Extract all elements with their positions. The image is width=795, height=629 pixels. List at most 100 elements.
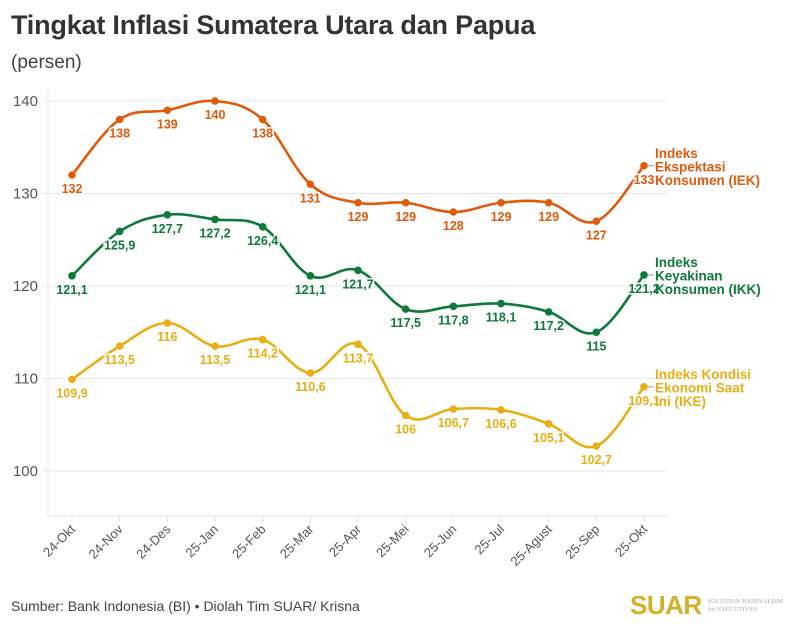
data-point xyxy=(258,223,267,231)
data-point xyxy=(497,406,505,414)
data-label: 126,4 xyxy=(247,234,278,248)
data-point xyxy=(401,411,410,420)
data-point xyxy=(354,198,362,207)
data-point xyxy=(115,227,124,236)
x-tick-label: 25-Feb xyxy=(229,522,269,562)
series-label-indeks-keyakinan-konsumen-ikk: Indeks Keyakinan Konsumen (IKK) xyxy=(655,255,761,297)
y-tick-label: 140 xyxy=(13,93,38,110)
y-tick-label: 120 xyxy=(13,278,38,295)
x-tick-label: 25-Mei xyxy=(373,521,412,560)
data-label: 102,7 xyxy=(581,453,612,467)
x-tick-label: 25-Mar xyxy=(277,521,317,561)
series-points xyxy=(68,97,648,450)
x-tick-label: 25-Apr xyxy=(326,521,365,560)
y-tick-label: 110 xyxy=(14,371,38,388)
data-point xyxy=(163,106,172,115)
data-label: 115 xyxy=(586,339,606,353)
x-tick-label: 25-Jul xyxy=(471,521,507,557)
data-point xyxy=(258,115,267,124)
data-label: 117,8 xyxy=(438,313,469,327)
data-point xyxy=(592,442,601,450)
data-label: 127,2 xyxy=(199,226,230,240)
data-point xyxy=(163,210,172,219)
data-label: 129 xyxy=(348,210,369,224)
y-tick-label: 130 xyxy=(13,186,38,203)
data-point xyxy=(306,369,315,377)
data-label: 121,2 xyxy=(628,282,659,296)
data-label: 106 xyxy=(395,423,416,437)
data-label: 110,6 xyxy=(295,380,326,394)
data-label: 113,5 xyxy=(200,353,231,367)
series-label-line: Ekonomi Saat xyxy=(655,380,745,395)
gridlines xyxy=(42,88,668,517)
data-point xyxy=(497,198,505,207)
data-label: 121,1 xyxy=(295,283,326,297)
data-point xyxy=(68,375,76,384)
data-point xyxy=(163,319,172,327)
data-point xyxy=(640,161,648,170)
data-label: 113,7 xyxy=(343,351,374,365)
x-tick-label: 25-Agust xyxy=(507,521,555,569)
series-label-indeks-ekspektasi-konsumen-iek: Indeks Ekspektasi Konsumen (IEK) xyxy=(655,146,760,188)
data-label: 118,1 xyxy=(486,311,517,325)
data-label: 132 xyxy=(62,182,83,196)
data-point xyxy=(401,305,410,313)
data-label: 125,9 xyxy=(104,238,135,252)
x-tick-label: 25-Sep xyxy=(562,522,602,562)
data-point xyxy=(211,342,219,350)
data-point xyxy=(306,180,315,189)
data-point xyxy=(68,171,76,179)
data-label: 127,7 xyxy=(152,222,183,236)
series-label-line: Indeks Kondisi xyxy=(655,367,751,382)
data-label: 106,7 xyxy=(438,416,469,430)
chart-title: Tingkat Inflasi Sumatera Utara dan Papua xyxy=(11,10,536,40)
x-tick-label: 25-Jun xyxy=(421,522,460,561)
data-point xyxy=(354,340,362,349)
data-label: 121,1 xyxy=(56,283,87,297)
series-label-line: Konsumen (IKK) xyxy=(655,282,761,297)
y-tick-label: 100 xyxy=(13,463,38,480)
logo-tagline-1: SOLUTION JOURNALISM xyxy=(707,597,783,605)
series-label-line: Ini (IKE) xyxy=(655,394,706,409)
data-label: 113,5 xyxy=(104,353,135,367)
chart-subtitle: (persen) xyxy=(11,52,82,73)
data-label: 109,1 xyxy=(628,394,659,408)
series-label-line: Indeks xyxy=(655,255,698,270)
data-label: 128 xyxy=(443,219,464,233)
data-point xyxy=(115,342,124,350)
x-tick-label: 25-Okt xyxy=(612,521,650,559)
data-label: 138 xyxy=(109,127,130,141)
data-point xyxy=(354,266,362,275)
data-point xyxy=(544,308,553,316)
x-tick-label: 24-Des xyxy=(133,521,174,562)
data-point xyxy=(401,198,410,207)
data-point xyxy=(592,217,601,226)
data-label: 138 xyxy=(252,127,273,141)
data-point xyxy=(449,405,458,413)
data-point xyxy=(211,97,219,105)
data-label: 105,1 xyxy=(533,431,564,445)
data-label: 131 xyxy=(300,191,321,205)
data-point xyxy=(115,115,124,124)
x-axis: 24-Okt 24-Nov 24-Des 25-Jan 25-Feb 25-Mar 25-A… xyxy=(40,516,650,569)
series-label-line: Ekspektasi xyxy=(655,159,726,174)
data-label: 106,6 xyxy=(485,417,516,431)
source-note: Sumber: Bank Indonesia (BI) • Diolah Tim… xyxy=(11,598,360,614)
data-label: 109,9 xyxy=(56,386,87,400)
x-tick-label: 24-Nov xyxy=(86,521,127,562)
data-label: 117,2 xyxy=(533,319,564,333)
data-label: 129 xyxy=(491,210,512,224)
data-point xyxy=(544,198,553,207)
series-label-line: Keyakinan xyxy=(655,268,723,283)
data-label: 133 xyxy=(634,173,655,187)
data-point xyxy=(497,299,505,308)
series-labels: Indeks Ekspektasi Konsumen (IEK) Indeks Keya… xyxy=(648,146,761,409)
suar-logo: SUAR SOLUTION JOURNALISM for EXECUTIVES xyxy=(630,590,783,621)
y-axis: 100 110 120 130 140 xyxy=(13,93,38,480)
data-labels: 132 138 139 140 138 131 129 129 128 129 129 127 133 1… xyxy=(55,107,661,469)
data-point xyxy=(544,420,553,428)
data-point xyxy=(68,272,76,280)
data-point xyxy=(640,383,648,391)
data-label: 129 xyxy=(395,210,416,224)
